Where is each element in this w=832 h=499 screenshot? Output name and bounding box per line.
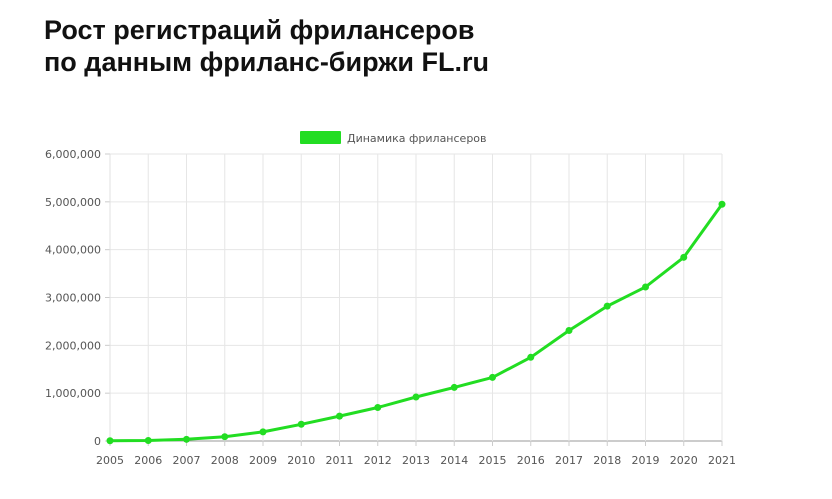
chart-title-line-1: Рост регистраций фрилансеров [44, 15, 475, 45]
x-tick-label: 2008 [211, 454, 239, 467]
y-tick-label: 0 [94, 435, 101, 448]
y-tick-label: 3,000,000 [45, 292, 101, 305]
x-tick-label: 2014 [440, 454, 468, 467]
y-tick-label: 6,000,000 [45, 148, 101, 161]
legend-swatch[interactable] [300, 131, 341, 144]
chart-axes: 0 1,000,000 2,000,000 3,000,000 4,000,000 5,0… [45, 148, 736, 467]
y-tick-label: 5,000,000 [45, 196, 101, 209]
y-tick-label: 4,000,000 [45, 244, 101, 257]
x-tick-label: 2017 [555, 454, 583, 467]
legend-label[interactable]: Динамика фрилансеров [347, 132, 487, 145]
x-tick-label: 2018 [593, 454, 621, 467]
x-tick-label: 2005 [96, 454, 124, 467]
data-point[interactable] [565, 327, 573, 335]
x-tick-label: 2006 [134, 454, 162, 467]
data-point[interactable] [527, 353, 535, 361]
chart-title: Рост регистраций фрилансеров по данным ф… [44, 14, 489, 78]
x-tick-label: 2020 [670, 454, 698, 467]
data-point[interactable] [603, 302, 611, 310]
data-point[interactable] [144, 437, 152, 445]
data-point[interactable] [450, 383, 458, 391]
data-point[interactable] [489, 373, 496, 381]
x-tick-label: 2019 [632, 454, 660, 467]
x-tick-label: 2016 [517, 454, 545, 467]
data-point[interactable] [336, 412, 343, 420]
x-tick-label: 2011 [326, 454, 354, 467]
x-tick-label: 2012 [364, 454, 392, 467]
data-point[interactable] [297, 420, 305, 428]
x-tick-label: 2015 [479, 454, 507, 467]
x-tick-label: 2007 [173, 454, 201, 467]
data-point[interactable] [259, 428, 267, 436]
data-point[interactable] [183, 435, 190, 443]
data-point[interactable] [412, 393, 420, 401]
x-tick-label: 2009 [249, 454, 277, 467]
data-point[interactable] [680, 253, 688, 261]
chart-series [106, 200, 726, 445]
data-point[interactable] [642, 283, 649, 291]
x-tick-label: 2021 [708, 454, 736, 467]
data-point[interactable] [221, 433, 229, 441]
data-point[interactable] [374, 404, 382, 412]
y-tick-label: 1,000,000 [45, 387, 101, 400]
x-tick-label: 2013 [402, 454, 430, 467]
x-tick-label: 2010 [287, 454, 315, 467]
data-point[interactable] [106, 437, 114, 445]
y-tick-label: 2,000,000 [45, 339, 101, 352]
chart-title-line-2: по данным фриланс-биржи FL.ru [44, 47, 489, 77]
data-point[interactable] [718, 200, 726, 208]
chart-legend: Динамика фрилансеров [300, 131, 487, 145]
